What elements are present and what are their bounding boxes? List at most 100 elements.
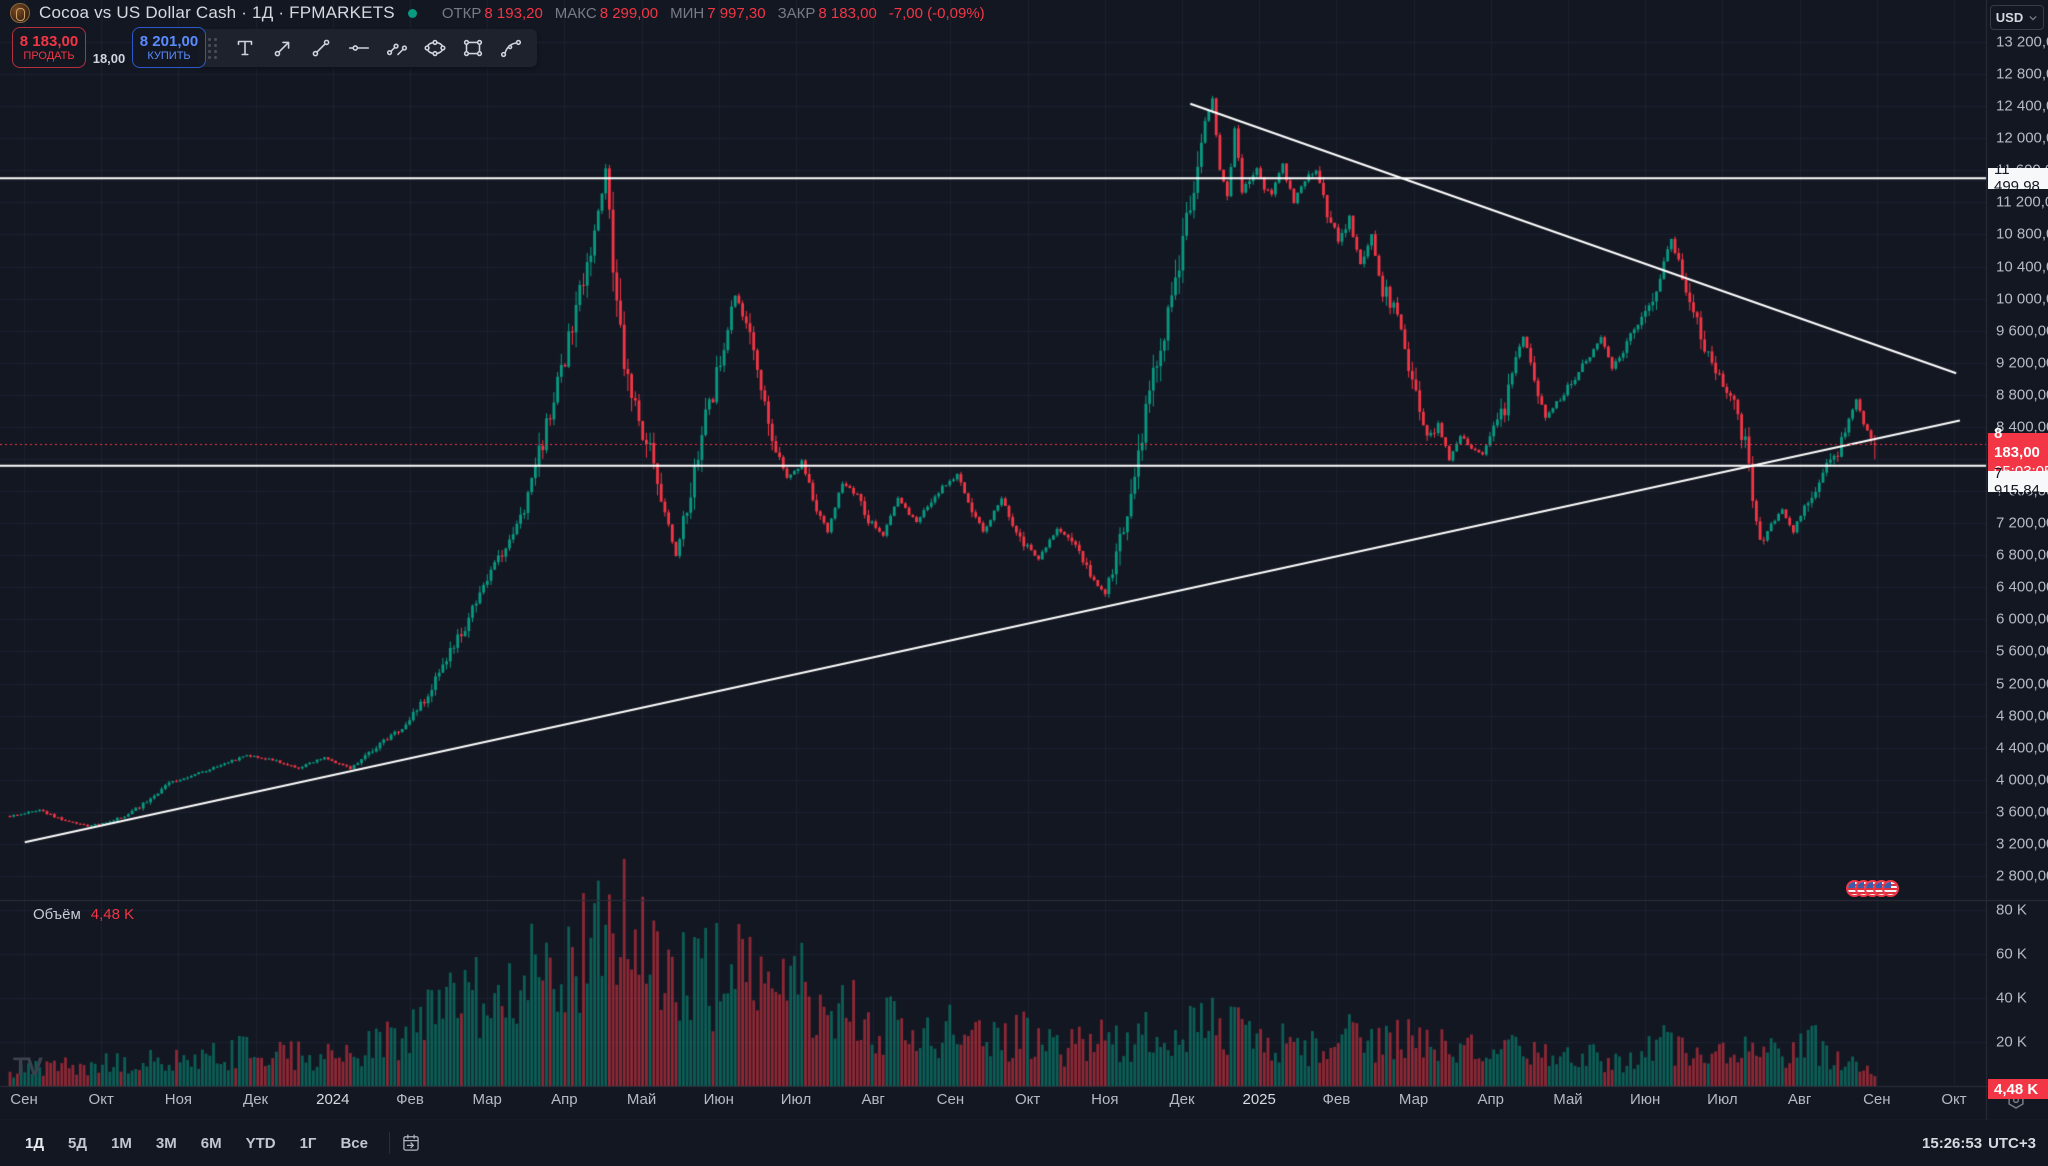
price-tick-label: 12 000,00 xyxy=(1996,129,2048,147)
close-value: 8 183,00 xyxy=(818,4,877,22)
buy-button[interactable]: 8 201,00 КУПИТЬ xyxy=(132,27,206,68)
chevron-down-icon xyxy=(2029,15,2037,21)
price-tick-label: 6 000,00 xyxy=(1996,610,2048,628)
volume-value: 4,48 K xyxy=(90,906,135,923)
range-button-3М[interactable]: 3М xyxy=(155,1134,177,1152)
trend-line-tool-icon[interactable] xyxy=(305,33,337,63)
price-tick-label: 9 200,00 xyxy=(1996,354,2048,372)
open-label: ОТКР xyxy=(441,4,482,22)
range-button-1М[interactable]: 1М xyxy=(111,1134,132,1152)
change-value: -7,00 (-0,09%) xyxy=(888,4,985,22)
price-tick-label: 3 600,00 xyxy=(1996,803,2048,821)
volume-axis-value-label: 4,48 K xyxy=(1988,1079,2048,1099)
tradingview-logo[interactable]: TV xyxy=(13,1053,43,1081)
time-axis-label: Дек xyxy=(243,1091,269,1108)
low-label: МИН xyxy=(670,4,705,22)
time-axis-label: Сен xyxy=(10,1091,38,1108)
time-axis-label: Июл xyxy=(780,1091,812,1108)
range-button-Все[interactable]: Все xyxy=(340,1134,368,1152)
time-axis-label: Сен xyxy=(1863,1091,1891,1108)
price-tick-label: 11 200,00 xyxy=(1996,193,2048,211)
buy-price: 8 201,00 xyxy=(139,32,199,50)
range-button-1Г[interactable]: 1Г xyxy=(299,1134,317,1152)
horizontal-line-price-label[interactable]: 11 499,98 xyxy=(1988,161,2048,195)
price-tick-label: 6 400,00 xyxy=(1996,578,2048,596)
time-axis-label: Окт xyxy=(1941,1091,1967,1108)
high-label: МАКС xyxy=(554,4,597,22)
range-button-1Д[interactable]: 1Д xyxy=(25,1134,45,1152)
bottom-toolbar: 1Д 5Д 1М 3М 6М YTD 1Г Все 15:26:53 UTC+3 xyxy=(0,1120,2048,1166)
rectangle-tool-icon[interactable] xyxy=(457,33,489,63)
time-axis-label: Май xyxy=(626,1091,657,1108)
last-price-label[interactable]: 8 183,00 05:03:05 xyxy=(1988,425,2048,480)
price-tick-label: 12 800,00 xyxy=(1996,65,2048,83)
volume-tick-label: 20 K xyxy=(1996,1033,2027,1051)
close-label: ЗАКР xyxy=(777,4,816,22)
ohlc-legend: ОТКР 8 193,20 МАКС 8 299,00 МИН 7 997,30 ЗА… xyxy=(442,5,985,22)
time-axis-label: Сен xyxy=(936,1091,965,1108)
price-tick-label: 8 400,00 xyxy=(1996,418,2048,436)
price-tick-label: 7 200,00 xyxy=(1996,514,2048,532)
time-axis-label: Ноя xyxy=(164,1091,193,1108)
time-axis-label: Июн xyxy=(1630,1091,1661,1108)
price-tick-label: 6 800,00 xyxy=(1996,546,2048,564)
price-tick-label: 5 600,00 xyxy=(1996,642,2048,660)
ellipse-tool-icon[interactable] xyxy=(419,33,451,63)
economic-events-markers[interactable] xyxy=(1846,880,1899,897)
sell-label: ПРОДАТЬ xyxy=(23,49,75,62)
clock-timezone: UTC+3 xyxy=(1988,1134,2036,1152)
time-axis-label: Окт xyxy=(88,1091,114,1108)
chart-header: Cocoa vs US Dollar Cash · 1Д · FPMARKETS… xyxy=(10,0,985,26)
last-price-value: 8 183,00 xyxy=(1994,425,2040,461)
price-tick-label: 4 000,00 xyxy=(1996,771,2048,789)
price-tick-label: 4 800,00 xyxy=(1996,707,2048,725)
go-to-date-icon[interactable] xyxy=(400,1132,422,1154)
currency-label: USD xyxy=(1995,10,2024,25)
buy-label: КУПИТЬ xyxy=(147,49,191,62)
range-button-6М[interactable]: 6М xyxy=(200,1134,222,1152)
high-value: 8 299,00 xyxy=(599,4,659,22)
range-button-5Д[interactable]: 5Д xyxy=(68,1134,88,1152)
parallel-channel-tool-icon[interactable] xyxy=(381,33,413,63)
us-flag-icon[interactable] xyxy=(1882,880,1899,897)
market-status-icon xyxy=(407,8,417,18)
time-axis-label: Июл xyxy=(1707,1091,1738,1108)
session-clock[interactable]: 15:26:53 UTC+3 xyxy=(1922,1135,2036,1152)
curve-tool-icon[interactable] xyxy=(495,33,527,63)
open-value: 8 193,20 xyxy=(484,4,543,22)
price-tick-label: 10 800,00 xyxy=(1996,225,2048,243)
time-axis-label: Авг xyxy=(1787,1091,1812,1108)
volume-tick-label: 60 K xyxy=(1996,945,2027,963)
horizontal-line-price-label-2[interactable]: 7 915,84 xyxy=(1988,465,2048,499)
trade-panel: 8 183,00 ПРОДАТЬ 18,00 8 201,00 КУПИТЬ xyxy=(12,27,206,68)
drawing-toolbar xyxy=(198,29,537,67)
time-axis-label: Июн xyxy=(703,1091,734,1108)
time-axis-label: 2024 xyxy=(316,1091,350,1108)
horizontal-ray-tool-icon[interactable] xyxy=(343,33,375,63)
volume-legend[interactable]: Объём 4,48 K xyxy=(33,906,134,923)
volume-tick-label: 40 K xyxy=(1996,989,2027,1007)
time-axis-label: Фев xyxy=(396,1091,424,1108)
clock-time: 15:26:53 xyxy=(1922,1134,1983,1152)
sell-price: 8 183,00 xyxy=(19,32,79,50)
price-tick-label: 9 600,00 xyxy=(1996,322,2048,340)
instrument-logo-icon[interactable] xyxy=(10,3,30,23)
price-tick-label: 5 200,00 xyxy=(1996,675,2048,693)
symbol-title[interactable]: Cocoa vs US Dollar Cash · 1Д · FPMARKETS xyxy=(39,3,395,22)
price-tick-label: 12 400,00 xyxy=(1996,97,2048,115)
price-tick-label: 10 000,00 xyxy=(1996,290,2048,308)
arrow-tool-icon[interactable] xyxy=(267,33,299,63)
text-tool-icon[interactable] xyxy=(229,33,261,63)
range-button-YTD[interactable]: YTD xyxy=(245,1134,276,1152)
currency-selector[interactable]: USD xyxy=(1990,5,2044,30)
toolbar-drag-handle-icon[interactable] xyxy=(208,37,217,59)
time-axis-label: Окт xyxy=(1014,1091,1041,1108)
price-tick-label: 10 400,00 xyxy=(1996,258,2048,276)
sell-button[interactable]: 8 183,00 ПРОДАТЬ xyxy=(12,27,86,68)
time-axis-label: Апр xyxy=(551,1091,578,1108)
low-value: 7 997,30 xyxy=(707,4,766,22)
time-axis-label: Авг xyxy=(861,1091,885,1108)
time-axis-label: Мар xyxy=(472,1091,502,1108)
